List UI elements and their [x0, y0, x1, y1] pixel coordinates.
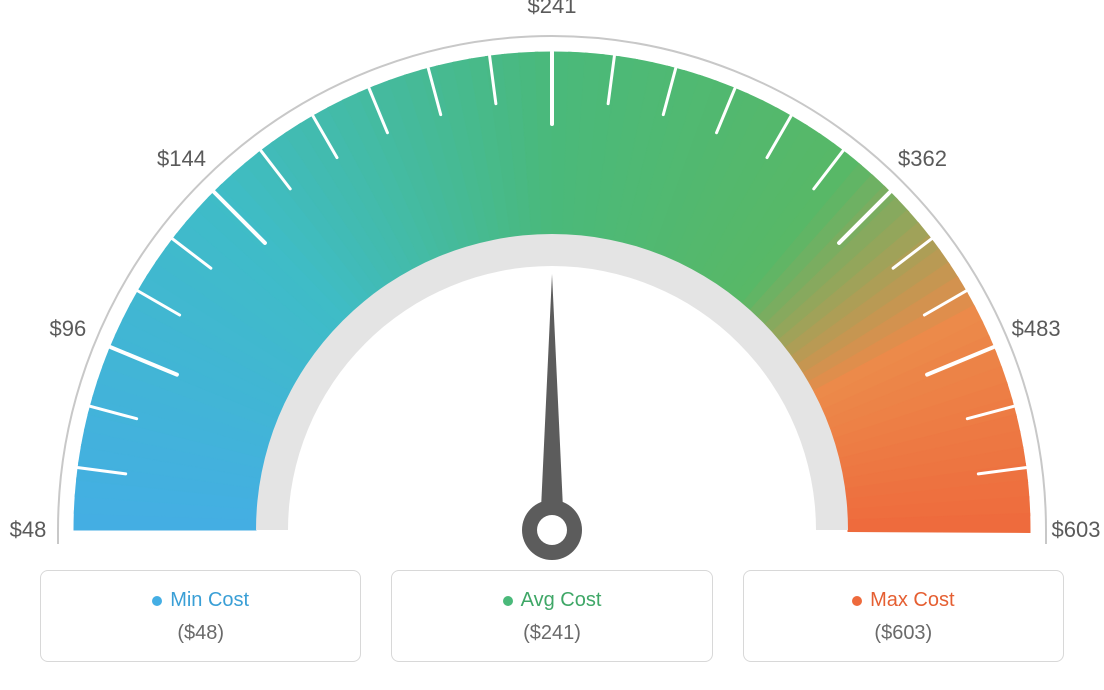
legend-max-title: Max Cost	[852, 589, 954, 612]
legend-min-box: Min Cost ($48)	[40, 570, 361, 662]
legend-avg-title: Avg Cost	[503, 589, 602, 612]
gauge-tick-label: $362	[898, 146, 947, 172]
gauge-svg	[0, 0, 1104, 560]
gauge-tick-label: $483	[1012, 316, 1061, 342]
legend-row: Min Cost ($48) Avg Cost ($241) Max Cost …	[0, 570, 1104, 662]
gauge-chart: $48 $96 $144 $241 $362 $483 $603	[0, 0, 1104, 560]
legend-max-box: Max Cost ($603)	[743, 570, 1064, 662]
gauge-tick-label: $48	[10, 517, 47, 543]
gauge-tick-label: $241	[528, 0, 577, 19]
legend-min-title: Min Cost	[152, 589, 249, 612]
legend-min-label: Min Cost	[170, 589, 249, 612]
gauge-tick-label: $144	[157, 146, 206, 172]
legend-max-dot-icon	[852, 596, 862, 606]
legend-avg-value: ($241)	[402, 622, 701, 645]
legend-avg-label: Avg Cost	[521, 589, 602, 612]
gauge-tick-label: $603	[1052, 517, 1101, 543]
legend-min-value: ($48)	[51, 622, 350, 645]
legend-avg-dot-icon	[503, 596, 513, 606]
legend-max-label: Max Cost	[870, 589, 954, 612]
legend-avg-box: Avg Cost ($241)	[391, 570, 712, 662]
legend-min-dot-icon	[152, 596, 162, 606]
legend-max-value: ($603)	[754, 622, 1053, 645]
gauge-tick-label: $96	[50, 316, 87, 342]
